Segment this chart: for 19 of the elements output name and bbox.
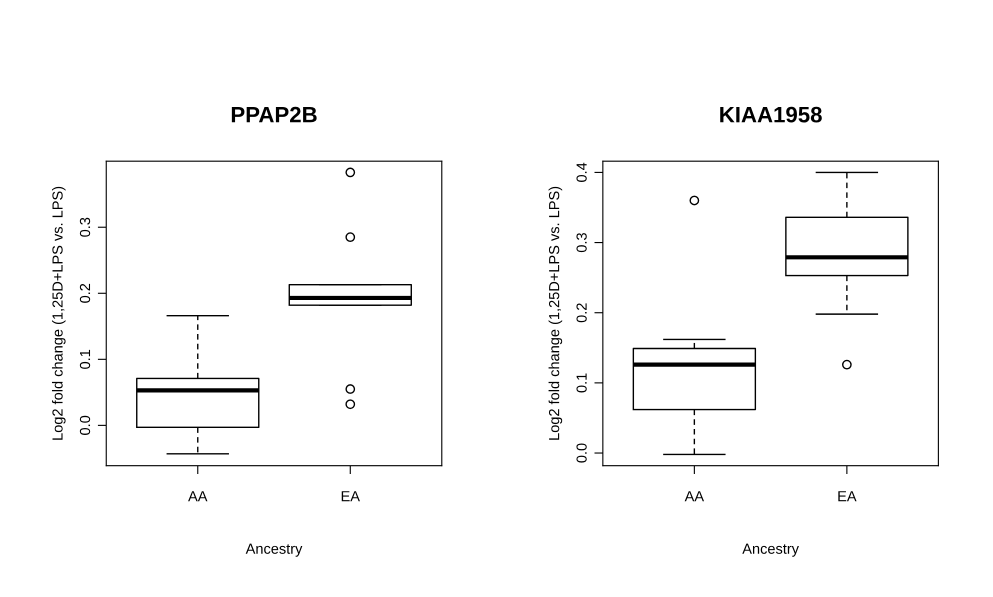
y-tick-label: 0.3 xyxy=(576,233,587,252)
y-tick-label: 0.2 xyxy=(576,303,587,322)
y-tick-label: 0.3 xyxy=(80,218,90,237)
x-tick-label: AA xyxy=(684,491,704,502)
x-tick-label: EA xyxy=(342,491,360,502)
y-tick-label: 0.2 xyxy=(80,284,90,303)
y-tick-label: 0.1 xyxy=(80,350,90,369)
x-tick-label: EA xyxy=(838,491,857,502)
x-axis-title: Ancestry xyxy=(742,544,799,557)
chart-title: PPAP2B xyxy=(232,106,317,122)
y-axis-title: Log2 fold change (1,25D+LPS vs. LPS) xyxy=(52,186,66,440)
y-axis-title: Log2 fold change (1,25D+LPS vs. LPS) xyxy=(548,186,562,440)
y-tick-label: 0.1 xyxy=(576,373,587,392)
y-tick-label: 0.0 xyxy=(576,443,587,463)
y-tick-label: 0.0 xyxy=(80,416,90,435)
x-tick-label: AA xyxy=(188,491,208,502)
y-tick-label: 0.4 xyxy=(576,162,587,182)
chart-title: KIAA1958 xyxy=(720,106,822,123)
x-axis-title: Ancestry xyxy=(246,544,302,557)
